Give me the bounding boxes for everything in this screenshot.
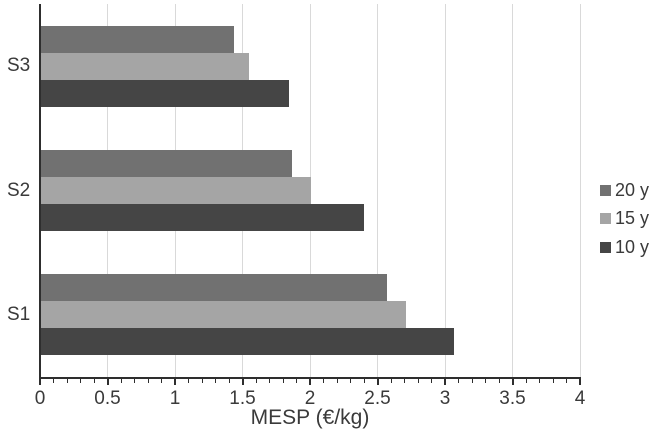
- x-axis-major-tick: [309, 379, 311, 385]
- x-axis-major-tick: [174, 379, 176, 385]
- legend-item-10y: 10 y: [600, 233, 649, 262]
- bar-s1-15y: [41, 301, 406, 329]
- x-axis-minor-tick: [336, 379, 338, 383]
- gridline: [512, 4, 513, 377]
- x-axis-minor-tick: [350, 379, 351, 383]
- x-axis-minor-tick: [566, 379, 567, 383]
- x-axis-minor-tick: [120, 379, 122, 383]
- y-category-label-s2: S2: [7, 179, 31, 201]
- x-tick-label: 2.5: [364, 388, 391, 409]
- x-axis-minor-tick: [417, 379, 419, 383]
- x-axis-line: [39, 377, 581, 379]
- x-axis-minor-tick: [93, 379, 95, 383]
- legend-label: 20 y: [615, 179, 650, 200]
- x-axis-minor-tick: [390, 379, 392, 383]
- x-axis-major-tick: [444, 379, 446, 385]
- x-axis-major-tick: [241, 379, 244, 385]
- x-axis-minor-tick: [228, 379, 230, 383]
- gridline: [444, 4, 446, 377]
- x-tick-label: 0.5: [94, 388, 121, 409]
- x-tick-label: 1.5: [229, 388, 256, 409]
- x-axis-minor-tick: [471, 379, 473, 383]
- y-category-label-s3: S3: [7, 55, 31, 77]
- bar-s3-10y: [41, 79, 290, 107]
- x-axis-minor-tick: [296, 379, 297, 383]
- x-axis-minor-tick: [147, 379, 149, 383]
- x-axis-minor-tick: [134, 379, 135, 383]
- x-axis-minor-tick: [525, 379, 527, 383]
- x-axis-minor-tick: [255, 379, 257, 383]
- legend: 20 y 15 y 10 y: [600, 176, 649, 262]
- legend-swatch-icon: [600, 213, 611, 225]
- x-axis-major-tick: [376, 379, 379, 385]
- x-axis-minor-tick: [161, 379, 162, 383]
- x-axis-minor-tick: [66, 379, 68, 383]
- x-tick-label: 0: [34, 388, 46, 409]
- x-axis-minor-tick: [498, 379, 500, 383]
- bar-s2-20y: [41, 150, 293, 177]
- x-axis-minor-tick: [188, 379, 189, 383]
- x-axis-minor-tick: [53, 379, 54, 383]
- bar-s3-15y: [41, 52, 249, 80]
- legend-label: 10 y: [615, 236, 650, 257]
- legend-item-20y: 20 y: [600, 176, 649, 205]
- x-axis-minor-tick: [323, 379, 324, 383]
- x-tick-label: 3: [439, 388, 451, 409]
- x-axis-minor-tick: [404, 379, 405, 383]
- x-axis-minor-tick: [201, 379, 203, 383]
- x-axis-minor-tick: [485, 379, 486, 383]
- x-axis-major-tick: [39, 379, 41, 385]
- y-category-label-s1: S1: [7, 303, 31, 325]
- bar-s3-20y: [41, 25, 235, 53]
- x-tick-label: 4: [574, 388, 586, 409]
- x-axis-major-tick: [106, 379, 109, 385]
- x-tick-label: 1: [169, 388, 181, 409]
- legend-swatch-icon: [600, 241, 611, 253]
- bar-s1-10y: [41, 328, 455, 356]
- bar-s2-15y: [41, 177, 311, 204]
- x-axis-minor-tick: [539, 379, 540, 383]
- x-axis-minor-tick: [215, 379, 216, 383]
- x-axis-major-tick: [579, 379, 581, 385]
- x-axis-major-tick: [511, 379, 514, 385]
- x-axis-title: MESP (€/kg): [250, 406, 370, 429]
- x-axis-minor-tick: [431, 379, 432, 383]
- legend-item-15y: 15 y: [600, 205, 649, 234]
- x-tick-label: 3.5: [499, 388, 526, 409]
- gridline: [377, 4, 378, 377]
- legend-swatch-icon: [600, 184, 611, 196]
- x-axis-minor-tick: [269, 379, 270, 383]
- legend-label: 15 y: [615, 208, 650, 229]
- x-axis-minor-tick: [282, 379, 284, 383]
- gridline: [579, 4, 581, 377]
- y-axis-line: [39, 4, 41, 377]
- x-axis-minor-tick: [458, 379, 459, 383]
- x-axis-minor-tick: [80, 379, 81, 383]
- x-tick-label: 2: [304, 388, 316, 409]
- bar-s2-10y: [41, 204, 364, 231]
- x-axis-minor-tick: [552, 379, 554, 383]
- bar-s1-20y: [41, 274, 387, 302]
- x-axis-minor-tick: [363, 379, 365, 383]
